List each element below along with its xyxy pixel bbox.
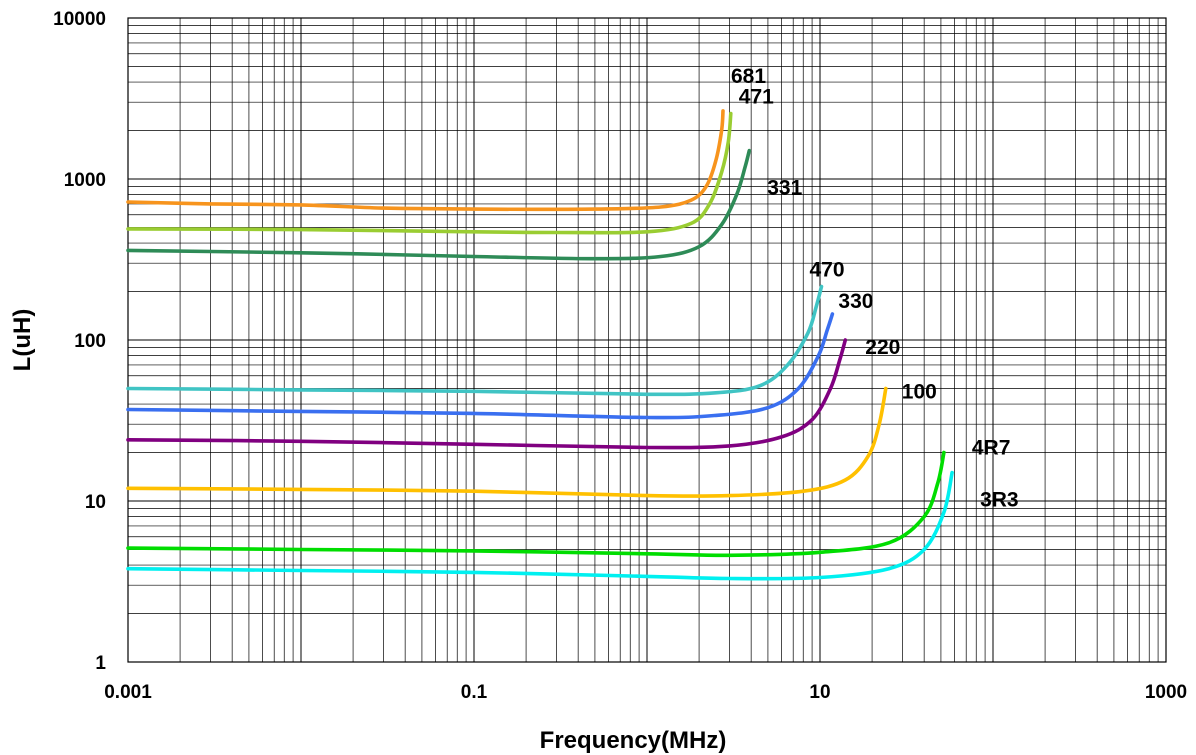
series-label-681: 681 (731, 65, 766, 88)
series-line-681 (126, 109, 725, 212)
series-label-331: 331 (767, 177, 802, 200)
series-line-471 (126, 111, 733, 235)
series-label-220: 220 (865, 336, 900, 359)
series-line-100 (126, 386, 888, 498)
x-axis-title: Frequency(MHz) (540, 727, 727, 754)
series-line-470 (126, 284, 824, 397)
y-tick-label: 1000 (64, 170, 106, 191)
y-tick-label: 10000 (53, 9, 106, 30)
y-axis-title: L(uH) (9, 309, 36, 372)
x-tick-label: 1000 (1145, 682, 1187, 703)
series-line-220 (126, 338, 848, 450)
y-tick-label: 1 (95, 653, 106, 674)
series-label-330: 330 (838, 290, 873, 313)
series-line-4r7 (126, 450, 946, 558)
plot-border (127, 17, 1167, 663)
x-tick-label: 0.1 (461, 682, 488, 703)
x-tick-label: 0.001 (104, 682, 152, 703)
series-label-4r7: 4R7 (972, 437, 1011, 460)
grid-lines (127, 18, 1166, 663)
y-tick-label: 100 (74, 331, 106, 352)
series-label-100: 100 (902, 380, 937, 403)
series-line-3r3 (126, 470, 954, 581)
series-label-470: 470 (809, 258, 844, 281)
series-line-331 (126, 148, 752, 261)
series-line-330 (126, 312, 835, 420)
x-tick-label: 10 (809, 682, 830, 703)
series-layer (126, 109, 954, 581)
y-tick-label: 10 (85, 492, 106, 513)
series-label-3r3: 3R3 (980, 489, 1019, 512)
series-label-471: 471 (739, 86, 774, 109)
tick-labels: 0.001 0.1 10 1000 1 10 100 1000 10000 (53, 9, 1187, 703)
